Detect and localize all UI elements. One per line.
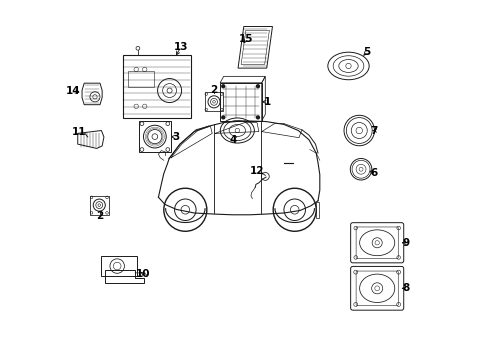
Text: 5: 5 [363, 47, 369, 57]
Text: 14: 14 [66, 86, 80, 96]
Text: 6: 6 [369, 168, 377, 178]
Text: 7: 7 [369, 126, 377, 135]
Circle shape [256, 85, 259, 88]
Text: 9: 9 [402, 238, 408, 248]
Circle shape [222, 85, 224, 88]
Text: 13: 13 [173, 42, 187, 52]
Circle shape [222, 116, 224, 119]
Text: 4: 4 [229, 135, 236, 145]
Text: 15: 15 [239, 35, 253, 44]
Text: 2: 2 [96, 211, 103, 221]
Text: 10: 10 [136, 269, 150, 279]
Text: 3: 3 [172, 132, 179, 142]
Text: 12: 12 [249, 166, 264, 176]
Text: 8: 8 [402, 283, 408, 293]
Text: 11: 11 [71, 127, 86, 137]
Text: 2: 2 [210, 85, 217, 95]
Text: 1: 1 [263, 97, 270, 107]
Circle shape [256, 116, 259, 119]
